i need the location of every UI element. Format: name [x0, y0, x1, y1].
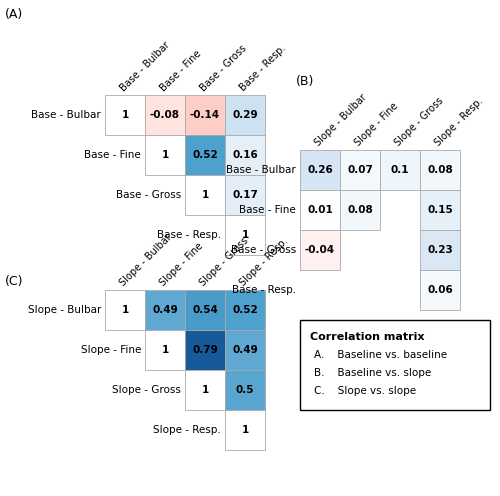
Text: 1: 1: [122, 305, 128, 315]
Bar: [420, 270, 460, 310]
Text: 0.52: 0.52: [232, 305, 258, 315]
Bar: [380, 150, 420, 190]
Text: Slope - Resp.: Slope - Resp.: [433, 96, 485, 148]
Text: Base - Fine: Base - Fine: [240, 205, 296, 215]
Text: Slope - Resp.: Slope - Resp.: [153, 425, 221, 435]
Text: 1: 1: [202, 190, 208, 200]
Bar: [225, 95, 265, 135]
Bar: [225, 290, 265, 330]
Bar: [105, 290, 145, 330]
Bar: [340, 190, 380, 230]
Text: 0.08: 0.08: [427, 165, 453, 175]
Text: Slope - Gross: Slope - Gross: [393, 96, 446, 148]
Bar: [185, 95, 225, 135]
Text: Base - Bulbar: Base - Bulbar: [31, 110, 101, 120]
Text: Slope - Bulbar: Slope - Bulbar: [118, 232, 174, 288]
Text: 0.49: 0.49: [232, 345, 258, 355]
Bar: [225, 410, 265, 450]
Text: Base - Resp.: Base - Resp.: [232, 285, 296, 295]
Text: Slope - Bulbar: Slope - Bulbar: [313, 92, 368, 148]
Text: -0.04: -0.04: [305, 245, 335, 255]
Text: Base - Fine: Base - Fine: [84, 150, 141, 160]
Text: 0.06: 0.06: [427, 285, 453, 295]
Text: 1: 1: [242, 425, 248, 435]
Bar: [145, 330, 185, 370]
Text: 0.01: 0.01: [307, 205, 333, 215]
Bar: [185, 330, 225, 370]
Bar: [145, 135, 185, 175]
Text: 0.49: 0.49: [152, 305, 178, 315]
Text: 0.52: 0.52: [192, 150, 218, 160]
Text: 0.26: 0.26: [307, 165, 333, 175]
Bar: [185, 135, 225, 175]
Text: Base - Resp.: Base - Resp.: [157, 230, 221, 240]
Bar: [340, 150, 380, 190]
Bar: [420, 190, 460, 230]
Text: Slope - Fine: Slope - Fine: [80, 345, 141, 355]
Text: 1: 1: [162, 345, 168, 355]
Text: C.    Slope vs. slope: C. Slope vs. slope: [314, 386, 416, 396]
Text: 0.23: 0.23: [427, 245, 453, 255]
Bar: [225, 330, 265, 370]
Text: Base - Bulbar: Base - Bulbar: [118, 40, 172, 93]
Text: 0.08: 0.08: [347, 205, 373, 215]
Bar: [185, 370, 225, 410]
Bar: [300, 230, 340, 270]
Bar: [300, 150, 340, 190]
Bar: [225, 215, 265, 255]
Bar: [185, 290, 225, 330]
Text: 0.1: 0.1: [391, 165, 409, 175]
Text: Base - Gross: Base - Gross: [116, 190, 181, 200]
Text: 0.07: 0.07: [347, 165, 373, 175]
Text: (A): (A): [5, 8, 23, 21]
Text: Slope - Gross: Slope - Gross: [112, 385, 181, 395]
Text: Correlation matrix: Correlation matrix: [310, 332, 424, 342]
Text: 0.79: 0.79: [192, 345, 218, 355]
Text: Base - Fine: Base - Fine: [158, 48, 203, 93]
Text: Slope - Gross: Slope - Gross: [198, 236, 250, 288]
Bar: [225, 370, 265, 410]
Bar: [300, 320, 490, 410]
Text: 0.16: 0.16: [232, 150, 258, 160]
Text: 0.29: 0.29: [232, 110, 258, 120]
Text: Slope - Fine: Slope - Fine: [158, 241, 205, 288]
Bar: [145, 290, 185, 330]
Bar: [185, 175, 225, 215]
Bar: [225, 135, 265, 175]
Bar: [420, 230, 460, 270]
Text: B.    Baseline vs. slope: B. Baseline vs. slope: [314, 368, 431, 378]
Text: (C): (C): [5, 275, 24, 288]
Text: 0.5: 0.5: [236, 385, 255, 395]
Text: 1: 1: [202, 385, 208, 395]
Bar: [105, 95, 145, 135]
Text: Base - Resp.: Base - Resp.: [238, 43, 288, 93]
Text: -0.08: -0.08: [150, 110, 180, 120]
Text: 1: 1: [242, 230, 248, 240]
Text: Slope - Resp.: Slope - Resp.: [238, 236, 290, 288]
Text: Slope - Bulbar: Slope - Bulbar: [28, 305, 101, 315]
Text: 0.15: 0.15: [427, 205, 453, 215]
Bar: [145, 95, 185, 135]
Text: Base - Gross: Base - Gross: [231, 245, 296, 255]
Text: -0.14: -0.14: [190, 110, 220, 120]
Text: 0.54: 0.54: [192, 305, 218, 315]
Text: 1: 1: [122, 110, 128, 120]
Text: Base - Bulbar: Base - Bulbar: [226, 165, 296, 175]
Text: A.    Baseline vs. baseline: A. Baseline vs. baseline: [314, 350, 447, 360]
Text: 0.17: 0.17: [232, 190, 258, 200]
Bar: [225, 175, 265, 215]
Bar: [420, 150, 460, 190]
Text: Slope - Fine: Slope - Fine: [353, 101, 400, 148]
Text: Base - Gross: Base - Gross: [198, 43, 248, 93]
Text: (B): (B): [296, 75, 314, 88]
Bar: [300, 190, 340, 230]
Text: 1: 1: [162, 150, 168, 160]
